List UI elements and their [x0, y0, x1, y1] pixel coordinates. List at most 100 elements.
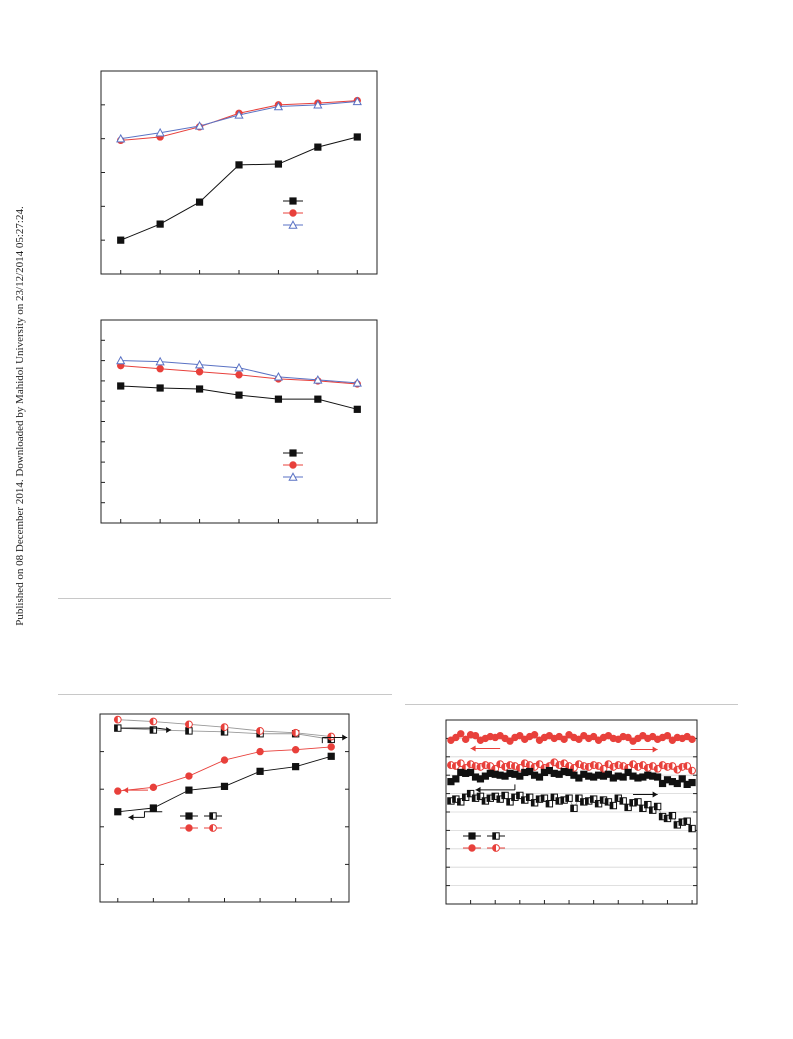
data-point — [195, 198, 204, 206]
data-point — [291, 746, 300, 754]
annotation-arrow-head — [123, 787, 129, 794]
data-point-fill — [511, 794, 515, 801]
data-point-fill — [629, 799, 634, 806]
plot-frame — [100, 319, 378, 524]
series-line-2 — [120, 100, 358, 140]
data-point — [117, 382, 125, 390]
data-point-fill — [585, 763, 589, 771]
data-point-fill — [521, 796, 525, 804]
data-point — [678, 775, 686, 783]
data-point-fill — [649, 762, 653, 770]
data-point-fill — [649, 806, 653, 814]
data-point-fill — [590, 761, 594, 769]
data-point — [314, 143, 322, 151]
data-point-fill — [644, 801, 648, 808]
data-point-fill — [452, 762, 456, 770]
data-point — [194, 359, 205, 369]
legend-marker — [289, 449, 297, 457]
data-point — [156, 365, 164, 373]
data-point — [658, 779, 667, 788]
data-point-fill — [570, 805, 574, 812]
data-point-fill — [452, 795, 456, 803]
data-point-fill — [511, 762, 515, 770]
data-point-fill — [595, 762, 599, 770]
data-point-fill — [654, 765, 658, 773]
legend-marker-fill — [209, 824, 213, 832]
data-point — [235, 371, 243, 379]
data-point-fill — [501, 792, 506, 799]
data-point — [274, 395, 283, 403]
data-point-fill — [669, 812, 673, 819]
data-point-fill — [673, 766, 678, 774]
data-point-fill — [629, 760, 634, 768]
data-point-fill — [683, 818, 688, 825]
data-point-fill — [447, 761, 451, 769]
data-point-fill — [526, 794, 530, 801]
data-point — [116, 355, 126, 365]
data-point-fill — [634, 763, 638, 771]
data-point — [235, 391, 243, 399]
chart-2 — [99, 713, 350, 903]
data-point-fill — [149, 718, 154, 725]
data-point-fill — [644, 764, 648, 772]
data-point-fill — [150, 726, 154, 734]
data-point-fill — [668, 762, 673, 770]
data-point-fill — [580, 762, 584, 770]
data-point-fill — [585, 797, 589, 805]
data-point — [149, 783, 158, 792]
data-point — [195, 385, 204, 393]
data-point-fill — [221, 728, 225, 736]
legend-marker — [468, 844, 476, 852]
divider-rule — [405, 704, 738, 705]
data-point-fill — [114, 716, 118, 724]
data-point — [663, 731, 672, 740]
data-point-fill — [256, 727, 261, 735]
data-point — [314, 395, 322, 403]
chart-3 — [445, 719, 698, 905]
data-point — [688, 735, 696, 744]
legend-marker — [185, 812, 193, 820]
data-point-fill — [619, 797, 624, 805]
annotation-arrow-head — [652, 791, 658, 798]
data-point — [327, 743, 335, 751]
annotation-arrow-head — [470, 745, 476, 752]
data-point — [273, 101, 284, 111]
annotation-line — [143, 811, 163, 818]
data-point — [220, 756, 229, 764]
data-point-fill — [541, 795, 545, 802]
data-point — [149, 804, 157, 812]
data-point — [589, 732, 598, 741]
data-point-fill — [639, 761, 643, 769]
data-point-fill — [664, 763, 668, 771]
plot-frame — [100, 70, 378, 275]
data-point-fill — [674, 821, 678, 829]
data-point — [234, 362, 244, 372]
data-point-fill — [619, 762, 624, 770]
data-point — [195, 368, 204, 376]
data-point — [256, 747, 264, 756]
data-point — [116, 133, 126, 143]
data-point — [220, 782, 229, 790]
data-point — [194, 121, 205, 130]
data-point-fill — [555, 797, 560, 805]
data-point-fill — [624, 804, 629, 811]
data-point — [535, 773, 544, 781]
data-point-fill — [521, 759, 525, 767]
data-point-fill — [114, 724, 118, 732]
data-point-fill — [467, 790, 471, 797]
data-point — [114, 787, 122, 795]
divider-rule — [58, 694, 392, 695]
data-point — [273, 371, 284, 381]
data-point-fill — [481, 761, 486, 769]
legend-marker-fill — [209, 812, 213, 820]
data-point — [467, 768, 475, 777]
data-point — [327, 752, 335, 760]
data-point — [117, 236, 125, 244]
data-point-fill — [654, 803, 658, 810]
data-point-fill — [575, 795, 579, 802]
data-point-fill — [610, 802, 614, 809]
data-point-fill — [462, 794, 466, 801]
data-point-fill — [467, 760, 471, 768]
legend-marker — [468, 832, 476, 840]
data-point-fill — [664, 815, 668, 822]
